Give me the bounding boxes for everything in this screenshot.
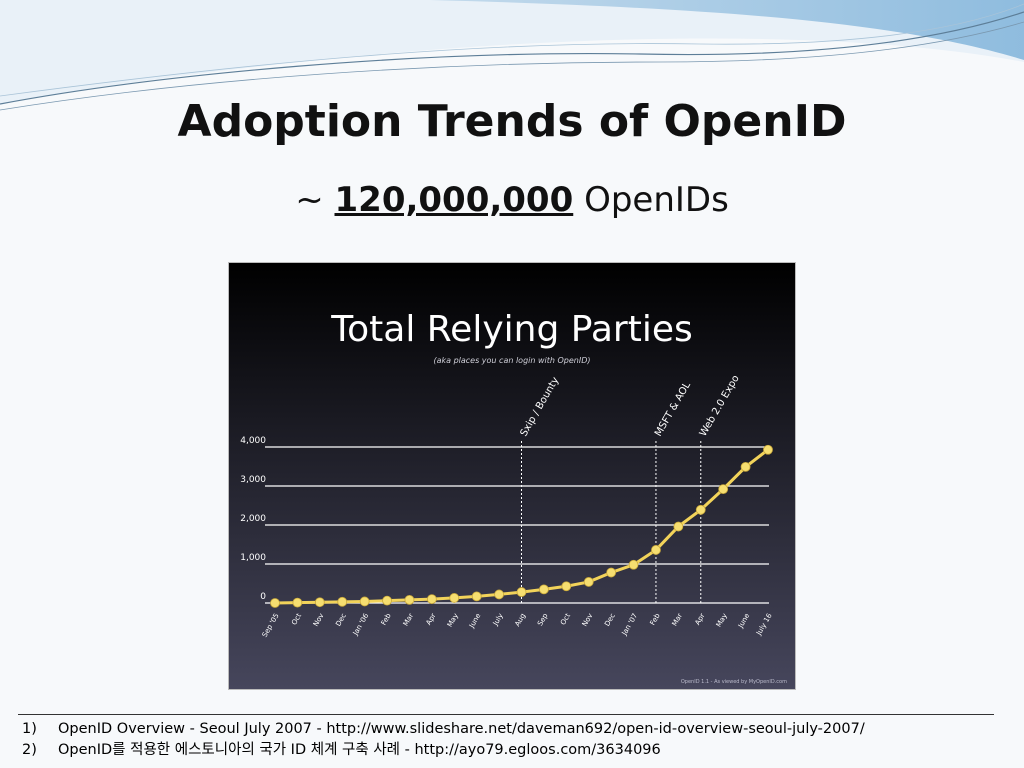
footnote-text: OpenID Overview - Seoul July 2007 - http… [58,721,865,737]
subtitle-prefix: ~ [295,180,324,220]
y-tick-label: 1,000 [240,553,266,563]
data-point [583,577,594,587]
data-point [628,559,639,570]
data-point [606,567,617,578]
chart-subtitle: (aka places you can login with OpenID) [433,356,590,365]
y-tick-label: 0 [260,592,266,602]
data-point [651,545,661,555]
data-point [449,593,460,603]
footnote-text: OpenID를 적용한 에스토니아의 국가 ID 체계 구축 사례 - http… [58,742,661,758]
data-point [359,596,370,607]
data-point [673,521,684,532]
header-wave-decoration [0,0,1024,111]
data-point [695,504,706,515]
chart-background [229,263,795,689]
data-point [426,594,437,605]
y-axis-labels: 0 1,000 2,000 3,000 4,000 [240,436,266,602]
series-points [270,444,773,608]
chart-title: Total Relying Parties [330,309,692,350]
data-point [561,581,572,592]
data-point [539,584,549,595]
footnote-number: 1) [22,721,37,737]
data-point [740,461,751,472]
data-point [337,596,348,607]
data-point [292,597,303,608]
openid-count: 120,000,000 [334,180,574,220]
footnote-divider [18,714,994,715]
relying-parties-chart: Total Relying Parties (aka places you ca… [228,262,796,690]
slide-title: Adoption Trends of OpenID [177,96,847,147]
data-point [763,444,773,455]
data-point [382,595,392,606]
data-point [718,484,729,495]
footnote-item: 2) OpenID를 적용한 에스토니아의 국가 ID 체계 구축 사례 - h… [22,740,1002,761]
footnotes: 1) OpenID Overview - Seoul July 2007 - h… [22,719,1002,761]
footnote-item: 1) OpenID Overview - Seoul July 2007 - h… [22,719,1002,740]
data-point [314,597,325,608]
data-point [404,594,415,605]
chart-credit: OpenID 1.1 - As viewed by MyOpenID.com [681,679,787,685]
y-tick-label: 2,000 [240,514,266,524]
data-point [471,591,482,602]
subtitle-suffix: OpenIDs [584,180,729,220]
footnote-number: 2) [22,742,37,758]
y-tick-label: 3,000 [240,475,266,485]
slide-subtitle: ~ 120,000,000 OpenIDs [0,180,1024,220]
data-point [494,589,504,600]
chart-grid [265,446,769,604]
data-point [516,587,527,597]
data-point [270,598,280,608]
y-tick-label: 4,000 [240,436,266,446]
chart-svg: Total Relying Parties (aka places you ca… [229,263,795,689]
